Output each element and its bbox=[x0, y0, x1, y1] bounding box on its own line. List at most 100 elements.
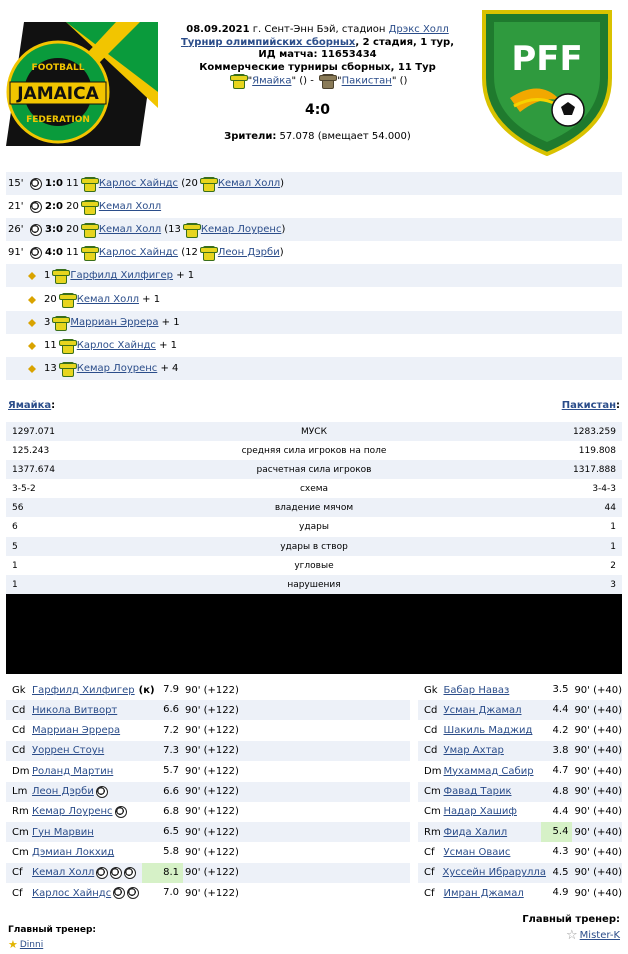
bonus-row: 20 Кемал Холл + 1 bbox=[6, 288, 622, 311]
attendance: Зрители: 57.078 (вмещает 54.000) bbox=[160, 131, 475, 142]
stat-row: 5 удары в створ 1 bbox=[6, 537, 622, 556]
player-link[interactable]: Уоррен Стоун bbox=[32, 745, 105, 757]
bonus-value: + 1 bbox=[159, 340, 178, 351]
player-link[interactable]: Хуссейн Ибрарулла bbox=[442, 867, 546, 879]
bonus-row: 3 Марриан Эррера + 1 bbox=[6, 311, 622, 334]
shirt-icon bbox=[52, 269, 71, 284]
player-minutes: 90' (+40) bbox=[574, 745, 622, 757]
player-link[interactable]: Леон Дэрби bbox=[32, 786, 94, 797]
player-minutes: 90' (+122) bbox=[185, 745, 239, 757]
player-link[interactable]: Бабар Наваз bbox=[443, 684, 510, 696]
player-link[interactable]: Имран Джамал bbox=[443, 887, 524, 899]
player-position: Cm bbox=[424, 806, 441, 818]
player-minutes: 90' (+40) bbox=[574, 806, 622, 818]
stat-label: МУСК bbox=[301, 426, 327, 437]
lineup-row: Cm Надар Хашиф 4.4 90' (+40) bbox=[418, 802, 622, 822]
tournament-line: Турнир олимпийских сборных, 2 стадия, 1 … bbox=[160, 37, 475, 50]
player-link[interactable]: Гун Марвин bbox=[32, 826, 94, 838]
match-date: 08.09.2021 bbox=[186, 24, 250, 35]
stat-home: 56 bbox=[12, 502, 24, 513]
bonus-row: 13 Кемар Лоуренс + 4 bbox=[6, 357, 622, 380]
player-name-cell: Хуссейн Ибрарулла bbox=[442, 867, 546, 879]
scorer-link[interactable]: Карлос Хайндс bbox=[98, 178, 179, 189]
bonus-row: 1 Гарфилд Хилфигер + 1 bbox=[6, 264, 622, 287]
event-minute: 91' bbox=[8, 247, 24, 258]
bonus-player-link[interactable]: Карлос Хайндс bbox=[76, 340, 156, 351]
player-link[interactable]: Карлос Хайндс bbox=[32, 887, 112, 899]
player-rating: 5.7 bbox=[163, 765, 179, 777]
player-minutes: 90' (+40) bbox=[574, 765, 622, 777]
bonus-player-link[interactable]: Марриан Эррера bbox=[70, 317, 159, 328]
bonus-player-link[interactable]: Кемар Лоуренс bbox=[76, 363, 158, 374]
player-link[interactable]: Гарфилд Хилфигер bbox=[32, 684, 135, 696]
player-number: 11 bbox=[44, 340, 57, 351]
shirt-icon bbox=[58, 339, 77, 354]
assist-close: ) bbox=[281, 224, 286, 235]
player-name-cell: Кемал Холл bbox=[32, 866, 142, 879]
bonus-player-link[interactable]: Кемал Холл bbox=[76, 294, 139, 305]
player-minutes: 90' (+40) bbox=[574, 887, 622, 899]
match-date-venue: 08.09.2021 г. Сент-Энн Бэй, стадион Дрэк… bbox=[160, 24, 475, 37]
assist-link[interactable]: Леон Дэрби bbox=[217, 247, 280, 258]
player-link[interactable]: Надар Хашиф bbox=[443, 806, 517, 818]
player-name-cell: Фида Халил bbox=[444, 827, 542, 838]
bonus-arrows-icon bbox=[28, 364, 36, 373]
attendance-label: Зрители: bbox=[224, 131, 277, 142]
stadium-link[interactable]: Дрэкс Холл bbox=[388, 24, 449, 35]
event-score: 1:0 bbox=[45, 178, 63, 189]
away-team-link[interactable]: Пакистан bbox=[341, 75, 392, 87]
player-position: Cf bbox=[424, 867, 435, 879]
assist-link[interactable]: Кемал Холл bbox=[217, 178, 281, 189]
bonus-value: + 4 bbox=[160, 363, 179, 374]
player-link[interactable]: Фавад Тарик bbox=[443, 786, 512, 797]
player-link[interactable]: Мухаммад Сабир bbox=[443, 765, 534, 777]
player-minutes: 90' (+40) bbox=[574, 725, 622, 737]
player-name-cell: Имран Джамал bbox=[444, 888, 542, 899]
away-coach-link[interactable]: Mister-K bbox=[579, 930, 620, 941]
tournament-link[interactable]: Турнир олимпийских сборных bbox=[180, 36, 356, 48]
bonus-player-link[interactable]: Гарфилд Хилфигер bbox=[70, 270, 174, 281]
player-link[interactable]: Кемар Лоуренс bbox=[32, 806, 113, 818]
player-link[interactable]: Усман Джамал bbox=[443, 704, 522, 716]
player-rating: 7.3 bbox=[163, 744, 179, 756]
scorer-link[interactable]: Кемал Холл bbox=[98, 201, 162, 212]
player-link[interactable]: Марриан Эррера bbox=[32, 725, 121, 737]
player-position: Cm bbox=[12, 826, 29, 838]
player-minutes: 90' (+40) bbox=[574, 846, 622, 858]
player-link[interactable]: Кемал Холл bbox=[32, 867, 95, 879]
assist-close: ) bbox=[280, 178, 285, 189]
home-team-link[interactable]: Ямайка bbox=[252, 75, 292, 87]
stats-away-link[interactable]: Пакистан bbox=[561, 400, 616, 411]
player-name-cell: Усман Джамал bbox=[444, 705, 542, 716]
captain-badge: (к) bbox=[138, 684, 155, 696]
player-position: Cd bbox=[424, 725, 438, 737]
player-link[interactable]: Никола Витворт bbox=[32, 704, 118, 716]
stats-home-link[interactable]: Ямайка bbox=[8, 400, 52, 411]
bonus-value: + 1 bbox=[161, 317, 180, 328]
player-minutes: 90' (+122) bbox=[185, 887, 239, 899]
away-shirt-icon bbox=[319, 74, 338, 89]
lineup-row: Lm Леон Дэрби 6.6 90' (+122) bbox=[6, 781, 410, 802]
teams-line: "Ямайка" () - "Пакистан" () bbox=[160, 74, 475, 89]
scorer-link[interactable]: Кемал Холл bbox=[98, 224, 162, 235]
player-link[interactable]: Шакиль Маджид bbox=[443, 725, 533, 737]
assist-link[interactable]: Кемар Лоуренс bbox=[200, 224, 282, 235]
lineup-row: Cf Усман Оваис 4.3 90' (+40) bbox=[418, 842, 622, 862]
player-link[interactable]: Усман Оваис bbox=[443, 846, 511, 858]
scorer-link[interactable]: Карлос Хайндс bbox=[98, 247, 179, 258]
stat-home: 1297.071 bbox=[12, 426, 55, 437]
stat-home: 1 bbox=[12, 579, 18, 590]
player-link[interactable]: Роланд Мартин bbox=[32, 765, 114, 777]
stat-home: 1377.674 bbox=[12, 464, 55, 475]
player-minutes: 90' (+122) bbox=[185, 867, 239, 879]
player-position: Dm bbox=[424, 765, 442, 777]
player-link[interactable]: Умар Ахтар bbox=[443, 745, 504, 757]
player-link[interactable]: Фида Халил bbox=[443, 826, 508, 838]
svg-text:JAMAICA: JAMAICA bbox=[16, 84, 99, 104]
shirt-icon bbox=[182, 223, 201, 238]
venue-prefix: г. Сент-Энн Бэй, стадион bbox=[252, 24, 386, 35]
stat-home: 5 bbox=[12, 541, 18, 552]
player-link[interactable]: Дэмиан Локхид bbox=[32, 846, 115, 858]
stage-text: , 2 стадия, 1 тур, bbox=[355, 36, 455, 48]
home-coach-link[interactable]: Dinni bbox=[19, 939, 44, 950]
